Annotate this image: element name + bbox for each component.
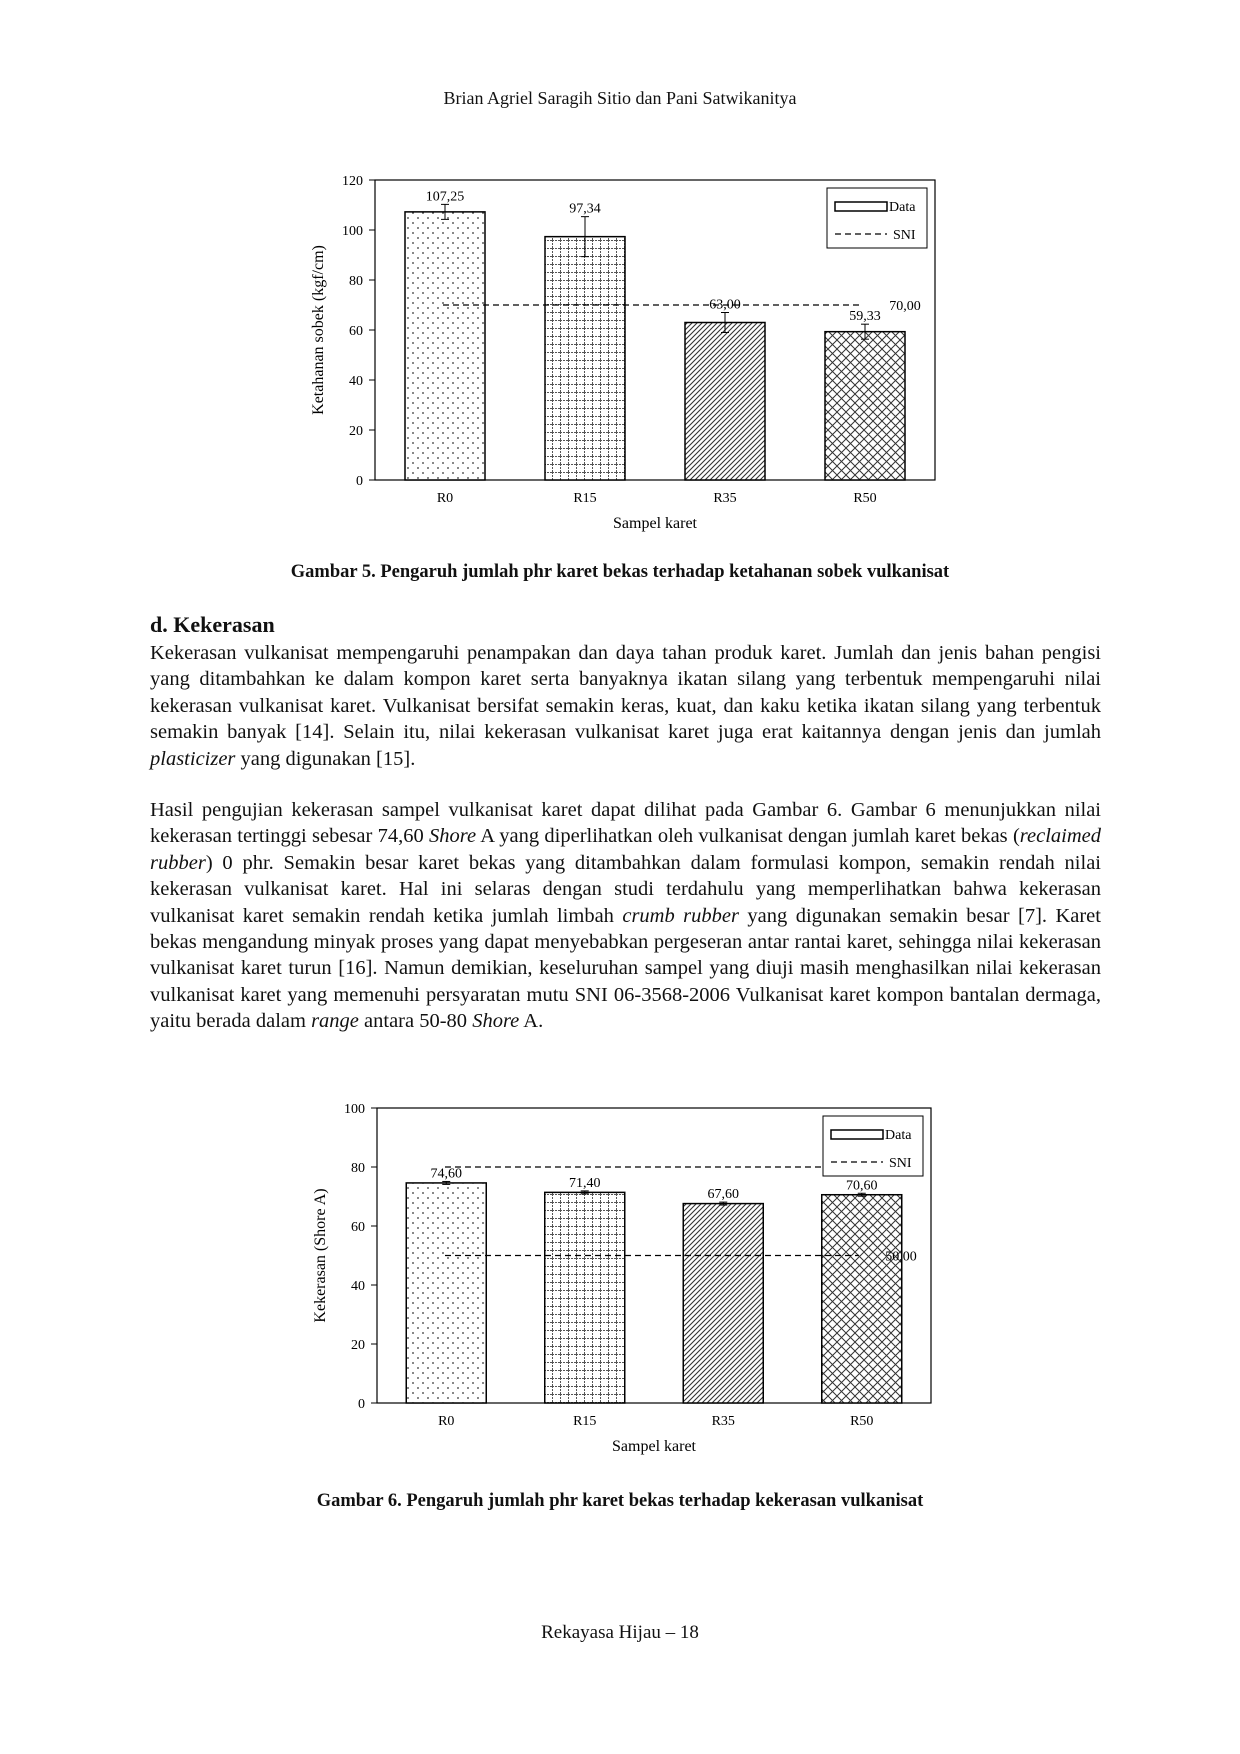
fig6-bar (405, 1182, 487, 1404)
fig5-ytick-label: 40 (349, 374, 363, 389)
figure-6-chart: 0 20 40 60 80 100 74,60 R0 71,40 R15 67,60 R35 70,60… (312, 1102, 932, 1455)
fig5-bar (684, 321, 766, 481)
fig5-ytick-label: 60 (349, 324, 363, 339)
fig6-legend-swatch-data (830, 1129, 884, 1140)
fig6-sni-label: 50,00 (885, 1250, 917, 1265)
fig6-bar (821, 1193, 903, 1404)
fig6-ytick-label: 0 (358, 1397, 365, 1412)
fig5-ytick-label: 20 (349, 424, 363, 439)
figure-5-chart: 020406080100120107,25R097,34R1563,00R355… (310, 174, 936, 532)
fig5-sni-label: 70,00 (889, 299, 921, 314)
paragraph1-run: plasticizer (150, 747, 236, 770)
page-footer: Rekayasa Hijau – 18 (541, 1622, 699, 1643)
fig5-legend-label-sni: SNI (893, 228, 916, 243)
fig6-value-label: 67,60 (708, 1187, 740, 1202)
paragraph2-run: Shore (429, 825, 477, 848)
paragraph2-run: crumb rubber (622, 904, 739, 927)
fig6-xaxis-label: Sampel karet (612, 1438, 697, 1455)
paragraph2-run: range (311, 1010, 359, 1033)
fig5-ytick-label: 120 (342, 174, 363, 189)
paragraph-1: Kekerasan vulkanisat mempengaruhi penamp… (150, 640, 1101, 772)
fig5-legend-label-data: Data (889, 200, 916, 215)
fig5-value-label: 59,33 (849, 309, 881, 324)
paragraph2-run: A yang diperlihatkan oleh vulkanisat den… (476, 825, 1020, 848)
fig6-xtick-label: R35 (712, 1414, 735, 1429)
running-head: Brian Agriel Saragih Sitio dan Pani Satw… (443, 88, 797, 108)
fig5-value-label: 97,34 (569, 202, 601, 217)
fig6-ytick-label: 40 (351, 1279, 365, 1294)
fig6-yaxis-label: Kekerasan (Shore A) (312, 1188, 329, 1322)
fig6-legend-label-sni: SNI (889, 1156, 912, 1171)
fig6-ytick-label: 60 (351, 1220, 365, 1235)
fig5-ytick-label: 100 (342, 224, 363, 239)
fig5-xtick-label: R0 (437, 491, 453, 506)
fig5-bar (824, 330, 906, 481)
fig5-legend-box (826, 187, 928, 249)
fig6-value-label: 71,40 (569, 1176, 601, 1191)
fig6-value-label: 70,60 (846, 1178, 878, 1193)
fig5-legend-swatch-data (834, 201, 888, 212)
fig5-bar (544, 235, 626, 481)
fig6-ytick-label: 20 (351, 1338, 365, 1353)
fig6-legend-label-data: Data (885, 1128, 912, 1143)
fig5-xtick-label: R35 (713, 491, 736, 506)
fig5-xtick-label: R15 (573, 491, 596, 506)
fig6-legend-box (822, 1115, 924, 1177)
fig5-yaxis-label: Ketahanan sobek (kgf/cm) (310, 245, 327, 415)
fig6-value-label: 74,60 (431, 1166, 463, 1181)
figure-5-caption: Gambar 5. Pengaruh jumlah phr karet beka… (290, 562, 950, 582)
fig6-xtick-label: R0 (438, 1414, 454, 1429)
fig6-xtick-label: R15 (573, 1414, 596, 1429)
fig5-ytick-label: 0 (356, 474, 363, 489)
fig5-xtick-label: R50 (853, 491, 876, 506)
paragraph2-run: A. (519, 1010, 544, 1033)
fig5-bar (404, 211, 486, 481)
paragraph1-run: Kekerasan vulkanisat mempengaruhi penamp… (150, 642, 1101, 744)
fig5-ytick-label: 80 (349, 274, 363, 289)
fig6-ytick-label: 80 (351, 1161, 365, 1176)
fig6-xtick-label: R50 (850, 1414, 873, 1429)
fig5-xaxis-label: Sampel karet (613, 515, 698, 532)
paragraph2-run: Hasil pengujian kekerasan sampel vulkani… (150, 799, 1101, 848)
fig5-value-label: 107,25 (426, 189, 465, 204)
paragraph2-run: reclaimed rubber (150, 825, 1101, 874)
fig6-bar (544, 1191, 626, 1404)
fig6-bar (682, 1202, 764, 1404)
figure-5: 0 20 40 60 80 100 120 107,25 R0 97,34 R15 63,00 R35 5… (0, 160, 1240, 540)
paragraph2-run: ) 0 phr. Semakin besar karet bekas yang … (150, 851, 1101, 927)
fig6-ytick-label: 100 (344, 1102, 365, 1117)
fig6-plot-frame (376, 1107, 932, 1404)
figure-6-caption: Gambar 6. Pengaruh jumlah phr karet beka… (316, 1491, 924, 1511)
paragraph2-run: yang digunakan semakin besar [7]. Karet … (150, 904, 1101, 1033)
figure-6: 0 20 40 60 80 100 74,60 R0 71,40 R15 67,60 R35 70,60… (0, 1090, 1240, 1470)
paragraph2-run: Shore (472, 1010, 520, 1033)
section-heading: d. Kekerasan (150, 612, 275, 637)
paragraph2-run: antara 50-80 (358, 1010, 473, 1033)
paragraph1-run: yang digunakan [15]. (235, 747, 416, 770)
paragraph-2: Hasil pengujian kekerasan sampel vulkani… (150, 797, 1101, 1035)
